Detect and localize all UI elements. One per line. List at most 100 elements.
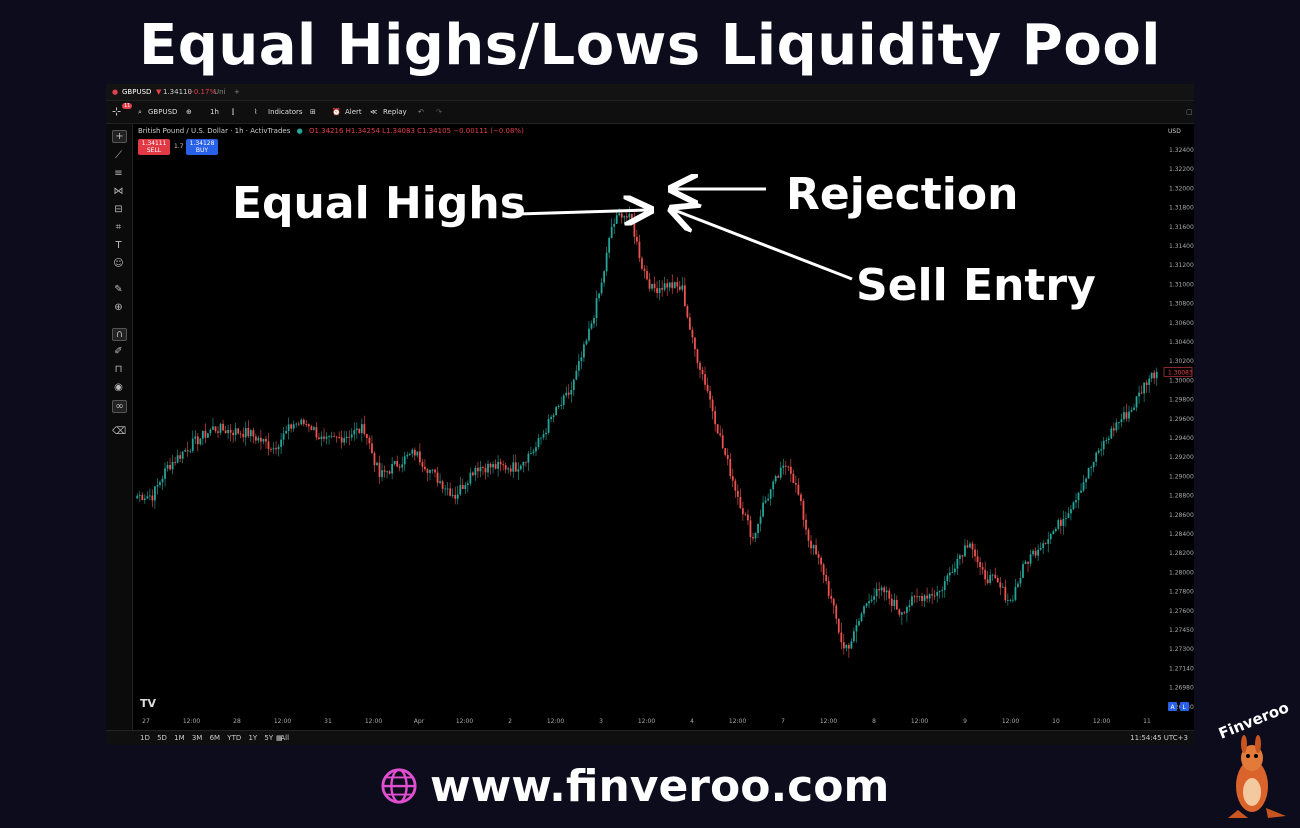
toolbar-symbol[interactable]: GBPUSD bbox=[148, 108, 178, 116]
time-tick-label: 12:00 bbox=[1002, 718, 1019, 725]
trend-line-icon[interactable]: ⟋ bbox=[115, 150, 122, 161]
candle-body bbox=[413, 449, 416, 456]
candle-body bbox=[663, 283, 666, 290]
candle-body bbox=[986, 579, 989, 583]
candle-body bbox=[1001, 586, 1004, 588]
legend-ohlc: O1.34216 H1.34254 L1.34083 C1.34105 −0.0… bbox=[308, 127, 524, 135]
candle-body bbox=[625, 216, 628, 218]
candle-body bbox=[620, 213, 623, 218]
candle-body bbox=[219, 423, 222, 433]
compare-icon[interactable]: ⊕ bbox=[186, 108, 192, 116]
indicators-icon[interactable]: ⌇ bbox=[254, 108, 258, 116]
menu-icon[interactable]: ⊹ bbox=[112, 105, 122, 118]
candle-body bbox=[600, 282, 603, 294]
candle-body bbox=[585, 340, 588, 345]
auto-scale-label: L bbox=[1183, 704, 1187, 711]
candle-body bbox=[1012, 599, 1014, 601]
link-icon[interactable]: ∞ bbox=[112, 400, 127, 413]
candle-body bbox=[338, 437, 341, 438]
calendar-icon[interactable]: ▦ bbox=[276, 734, 283, 742]
candle-body bbox=[630, 213, 633, 221]
candle-body bbox=[315, 427, 318, 438]
time-tick-label: 12:00 bbox=[183, 718, 200, 725]
candle-body bbox=[888, 590, 891, 599]
candle-body bbox=[507, 468, 510, 470]
emoji-icon[interactable]: ☺ bbox=[113, 258, 124, 269]
candle-body bbox=[666, 283, 669, 288]
candle-body bbox=[636, 236, 638, 242]
candle-body bbox=[1130, 410, 1133, 412]
candle-body bbox=[792, 473, 795, 484]
indicators-button[interactable]: Indicators bbox=[268, 108, 303, 116]
lock-icon[interactable]: ⊓ bbox=[114, 364, 123, 375]
candle-body bbox=[774, 476, 777, 482]
shapes-icon[interactable]: ⌗ bbox=[115, 222, 122, 233]
candle-body bbox=[772, 481, 775, 490]
candlestick-chart[interactable]: 1.32400 1.32200 1.32000 1.31800 1.31600 1.314… bbox=[106, 84, 1194, 744]
candle-body bbox=[424, 466, 426, 470]
candle-body bbox=[1120, 419, 1123, 422]
top-symbol[interactable]: GBPUSD bbox=[122, 88, 152, 96]
magnet-icon[interactable]: ∩ bbox=[112, 328, 127, 341]
candle-body bbox=[401, 464, 404, 468]
text-icon[interactable]: T bbox=[115, 240, 122, 251]
eye-icon[interactable]: ◉ bbox=[114, 382, 123, 393]
fib-icon[interactable]: ≡ bbox=[114, 168, 123, 179]
candle-body bbox=[815, 545, 817, 555]
redo-icon[interactable]: ↷ bbox=[436, 108, 442, 116]
clock: 11:54:45 UTC+3 bbox=[1130, 734, 1188, 742]
time-tick-label: 12:00 bbox=[638, 718, 655, 725]
replay-button[interactable]: Replay bbox=[383, 108, 407, 116]
candle-body bbox=[784, 465, 787, 467]
search-icon[interactable]: ⌕ bbox=[138, 108, 142, 116]
price-axis: 1.32400 1.32200 1.32000 1.31800 1.31600 1.314… bbox=[1163, 128, 1194, 711]
candle-body bbox=[1014, 586, 1017, 600]
candle-body bbox=[762, 502, 764, 517]
alert-icon[interactable]: ⏰ bbox=[332, 108, 341, 116]
candle-body bbox=[154, 486, 156, 501]
buy-button[interactable]: 1.34128 BUY bbox=[186, 139, 218, 155]
pattern-icon[interactable]: ⋈ bbox=[113, 186, 124, 197]
price-tick-label: 1.29800 bbox=[1169, 397, 1194, 404]
candle-body bbox=[381, 470, 383, 477]
candle-body bbox=[926, 595, 928, 599]
candle-body bbox=[994, 574, 997, 578]
price-tick-label: 1.32400 bbox=[1169, 147, 1194, 154]
sell-button[interactable]: 1.34111 SELL bbox=[138, 139, 170, 155]
globe-icon bbox=[381, 768, 417, 804]
candle-body bbox=[847, 644, 850, 649]
pencil-lock-icon[interactable]: ✐ bbox=[114, 346, 123, 357]
replay-icon[interactable]: ≪ bbox=[370, 108, 378, 116]
forecast-icon[interactable]: ⊟ bbox=[114, 204, 123, 215]
candle-body bbox=[898, 609, 901, 615]
candle-body bbox=[502, 464, 505, 466]
interval-button[interactable]: 1h bbox=[210, 108, 219, 116]
candle-body bbox=[406, 454, 409, 457]
candle-body bbox=[242, 433, 245, 438]
footer-url[interactable]: www.finveroo.com bbox=[430, 760, 890, 812]
trash-icon[interactable]: ⌫ bbox=[112, 426, 127, 437]
chart-type-icon[interactable]: ⫿ bbox=[232, 108, 235, 116]
price-tick-label: 1.31200 bbox=[1169, 262, 1194, 269]
add-tab-icon[interactable]: + bbox=[234, 88, 240, 96]
candle-body bbox=[890, 598, 893, 606]
undo-icon[interactable]: ↶ bbox=[418, 108, 424, 116]
fullscreen-icon[interactable]: ▢ bbox=[1186, 108, 1193, 116]
candle-body bbox=[1082, 482, 1085, 491]
price-tick-label: 1.28800 bbox=[1169, 493, 1194, 500]
candle-body bbox=[1155, 371, 1158, 379]
layout-icon[interactable]: ⊞ bbox=[310, 108, 316, 116]
candle-body bbox=[825, 574, 828, 582]
crosshair-icon[interactable]: + bbox=[112, 130, 127, 143]
ruler-icon[interactable]: ✎ bbox=[114, 284, 123, 295]
candle-body bbox=[966, 545, 969, 548]
candle-body bbox=[461, 485, 464, 489]
price-tick-label: 1.28600 bbox=[1169, 512, 1194, 519]
candle-body bbox=[302, 419, 305, 425]
zoom-icon[interactable]: ⊕ bbox=[114, 302, 123, 313]
candle-body bbox=[143, 498, 146, 501]
candle-body bbox=[686, 306, 689, 318]
candle-body bbox=[567, 392, 570, 395]
price-tick-label: 1.32200 bbox=[1169, 166, 1194, 173]
alert-button[interactable]: Alert bbox=[345, 108, 362, 116]
